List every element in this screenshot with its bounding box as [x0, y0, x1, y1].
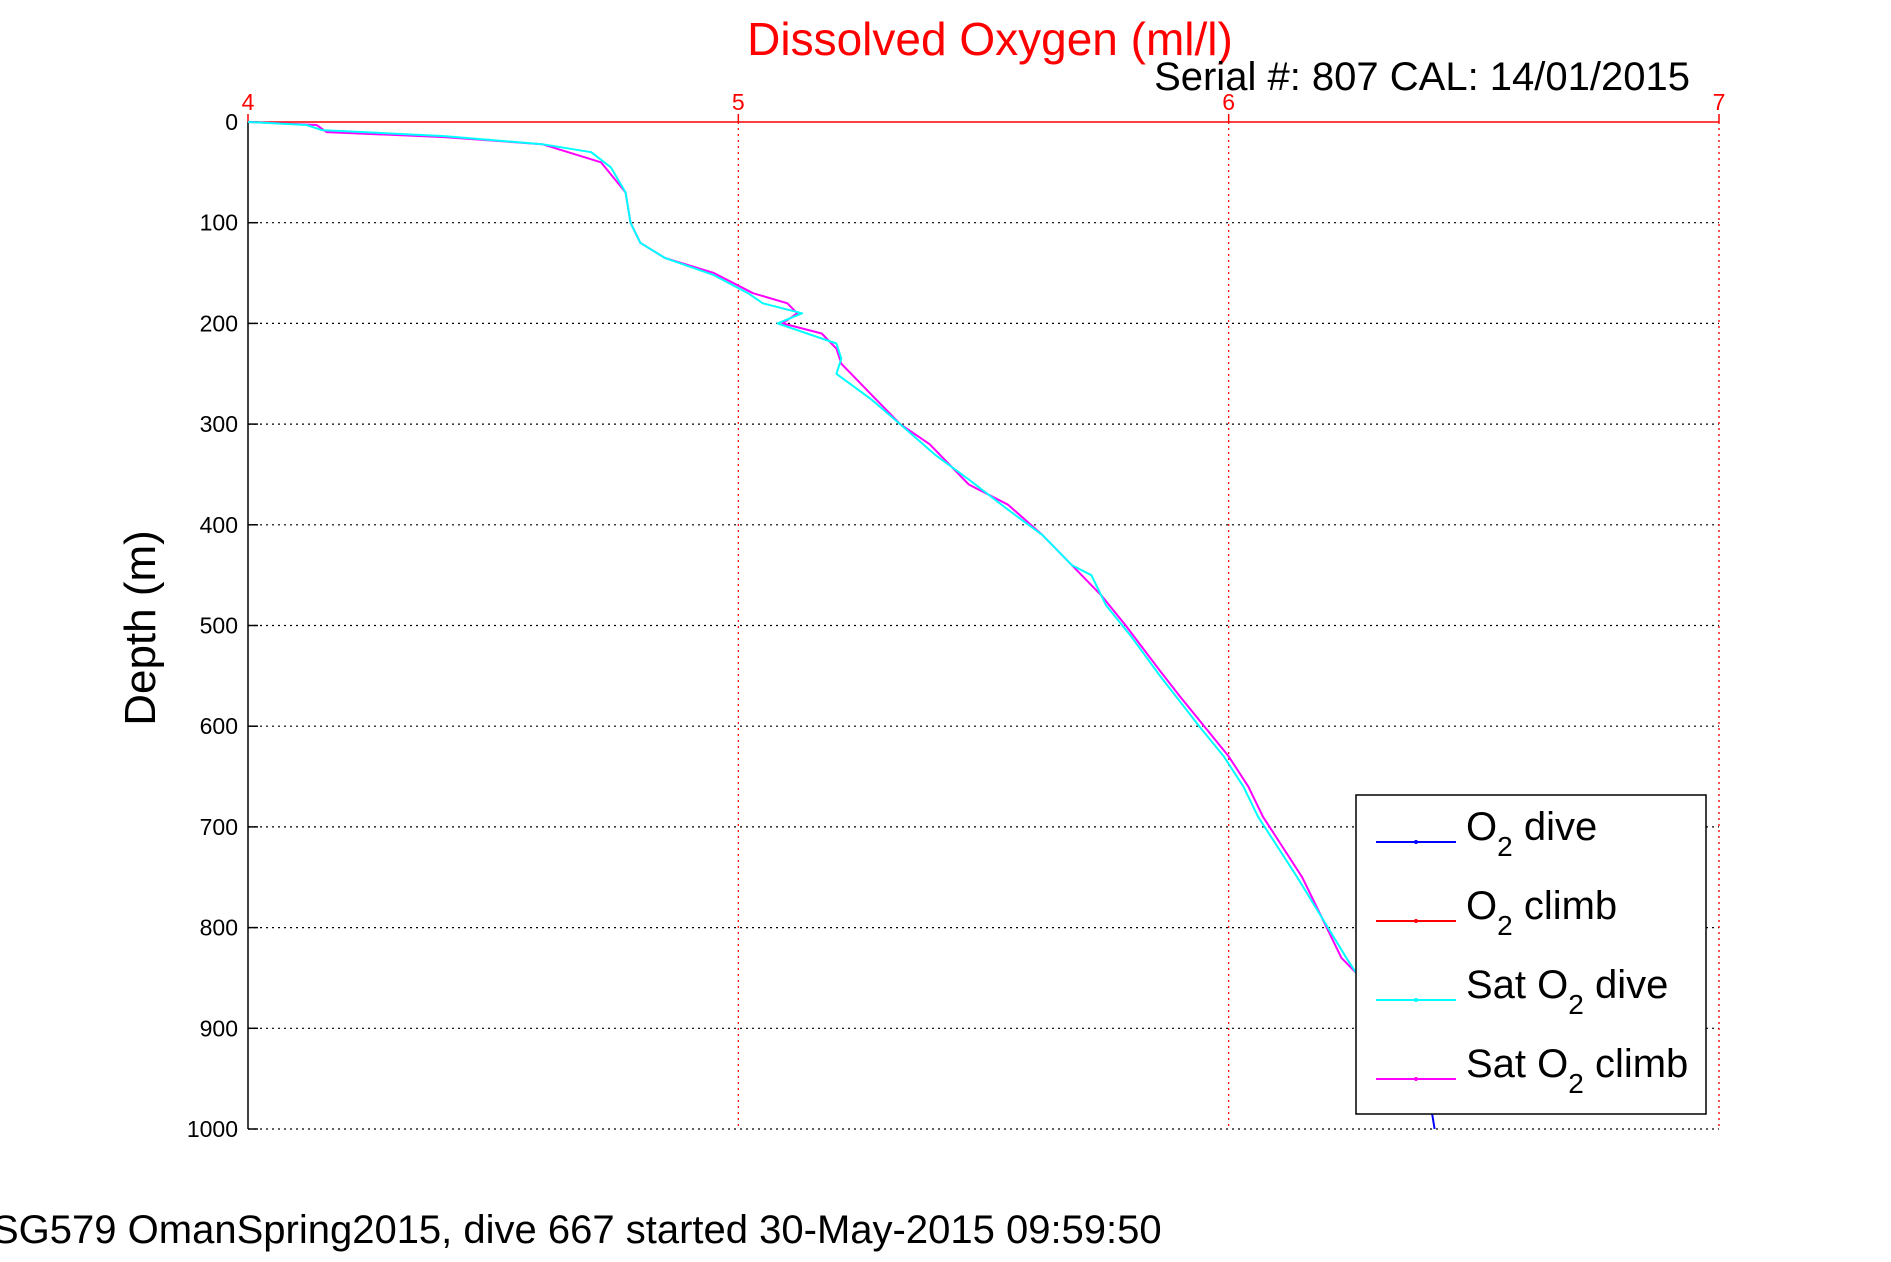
series-line-sat-o2-dive	[247, 121, 1358, 974]
legend-label-subscript: 2	[1568, 989, 1584, 1020]
legend-label-main: Sat O	[1466, 1042, 1568, 1086]
x-tick-labels: 4 5 6 7	[242, 89, 1726, 115]
legend-label-rest: climb	[1513, 884, 1617, 928]
y-tick-label: 800	[200, 915, 238, 941]
y-tick-label: 400	[200, 512, 238, 538]
legend-marker	[1414, 1077, 1418, 1081]
x-tick-label: 4	[242, 89, 255, 115]
legend-marker	[1414, 998, 1418, 1002]
legend-box	[1355, 794, 1707, 1115]
y-tick-label: 900	[200, 1015, 238, 1041]
legend-label-main: Sat O	[1466, 963, 1568, 1007]
legend-entry-label: O2 dive	[1466, 805, 1597, 862]
legend-label-main: O	[1466, 805, 1497, 849]
series-line-sat-o2-climb	[247, 121, 1357, 974]
y-tick-label: 500	[200, 613, 238, 639]
legend-label-subscript: 2	[1497, 910, 1513, 941]
legend-label-rest: climb	[1584, 1042, 1688, 1086]
chart-subtitle: Serial #: 807 CAL: 14/01/2015	[1154, 55, 1690, 99]
legend-entry-label: O2 climb	[1466, 884, 1617, 941]
y-tick-label: 0	[225, 109, 238, 135]
legend-entry-label: Sat O2 dive	[1466, 963, 1668, 1020]
chart-title: Dissolved Oxygen (ml/l)	[747, 13, 1233, 65]
y-tick-label: 700	[200, 814, 238, 840]
legend-label-subscript: 2	[1497, 831, 1513, 862]
legend-label-main: O	[1466, 884, 1497, 928]
y-tick-label: 600	[200, 713, 238, 739]
legend-entry-label: Sat O2 climb	[1466, 1042, 1688, 1099]
y-tick-label: 300	[200, 411, 238, 437]
legend-label-subscript: 2	[1568, 1068, 1584, 1099]
axes	[247, 114, 1720, 1130]
legend-marker	[1414, 919, 1418, 923]
x-tick-label: 5	[732, 89, 745, 115]
chart-footer: SG579 OmanSpring2015, dive 667 started 3…	[0, 1208, 1162, 1252]
y-axis-label: Depth (m)	[116, 530, 165, 726]
x-tick-label: 7	[1713, 89, 1726, 115]
y-tick-label: 100	[200, 210, 238, 236]
legend-label-rest: dive	[1584, 963, 1669, 1007]
y-tick-label: 200	[200, 310, 238, 336]
y-tick-label: 1000	[187, 1116, 238, 1142]
y-tick-labels: 0 100 200 300 400 500 600 700 800 900 1000	[187, 109, 238, 1142]
x-tick-label: 6	[1222, 89, 1235, 115]
legend-label-rest: dive	[1513, 805, 1598, 849]
legend-marker	[1414, 840, 1418, 844]
